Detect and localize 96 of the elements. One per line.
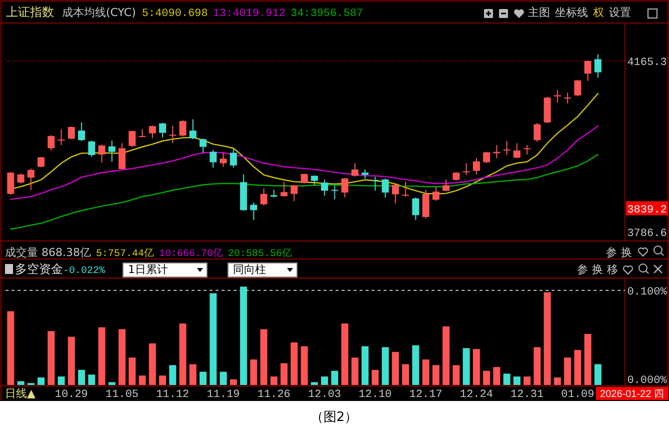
candlestick [574, 79, 582, 97]
candlestick [48, 134, 55, 151]
x-tick-label: 11.26 [257, 389, 290, 401]
text: 权 [592, 6, 604, 19]
candlestick [300, 173, 308, 184]
candlestick [17, 173, 24, 184]
text: 参 [606, 246, 617, 259]
candlestick [524, 144, 531, 156]
candlestick [88, 140, 96, 158]
candlestick [108, 140, 116, 162]
chart-title: 上证指数 [6, 5, 54, 19]
x-tick-label: 12.03 [308, 389, 342, 401]
x-tick-label: 12.17 [409, 389, 442, 401]
text: 13:4019.912 [212, 8, 286, 20]
candlestick [310, 174, 318, 186]
candlestick [513, 142, 520, 159]
candlestick [220, 152, 227, 168]
x-tick-label: 01.09 [561, 389, 594, 401]
text: 换 [621, 246, 632, 259]
x-tick-label: 11.12 [156, 389, 190, 401]
text: 日线▲ [5, 387, 36, 400]
text: 10:666.70亿 [159, 248, 224, 260]
candlestick [412, 197, 420, 221]
text: （图2） [310, 410, 358, 425]
candlestick [584, 60, 592, 82]
candlestick [230, 149, 237, 168]
candlestick [210, 150, 217, 168]
candlestick [462, 162, 470, 176]
line-series [10, 154, 599, 230]
candlestick [200, 138, 207, 154]
candlestick [422, 189, 430, 219]
x-tick-label: 12.10 [358, 389, 392, 401]
candlestick [372, 176, 379, 192]
text: 20:585.56亿 [228, 248, 292, 260]
x-tick-label: 11.05 [106, 389, 139, 401]
text: 坐标线 [555, 6, 588, 19]
candlestick [351, 162, 358, 178]
y-tick-label: 3786.6 [627, 228, 667, 240]
candlestick [189, 118, 196, 140]
line-series [10, 125, 599, 200]
candlestick [78, 122, 86, 142]
candlestick [392, 184, 399, 204]
text: 5:4090.698 [142, 8, 208, 20]
candlestick [534, 122, 541, 142]
text: 1日累计 [128, 263, 168, 276]
candlestick [594, 54, 602, 78]
candlestick [472, 158, 480, 175]
candlestick [7, 172, 14, 196]
y-tick-label: 0.100% [627, 286, 668, 298]
text: 主图 [528, 6, 550, 19]
text: 成交量 868.38亿 [5, 246, 91, 259]
candlestick [98, 144, 106, 164]
candlestick [250, 202, 258, 221]
candlestick [321, 178, 328, 196]
candlestick [290, 184, 298, 202]
candlestick [483, 151, 490, 164]
text: 移 [607, 263, 618, 276]
candlestick [118, 142, 126, 170]
candlestick [503, 140, 510, 156]
x-tick-label: 12.24 [460, 389, 494, 401]
candlestick [554, 89, 561, 104]
candlestick [432, 186, 440, 202]
text: -0.022% [63, 266, 106, 277]
candlestick [169, 125, 176, 144]
text: 34:3956.587 [290, 8, 364, 20]
text: 设置 [609, 6, 631, 19]
candlestick [564, 92, 572, 104]
y-tick-label: 3839.2 [627, 204, 667, 216]
y-tick-label: 4165.3 [627, 56, 667, 69]
candlestick [148, 125, 156, 139]
candlestick [341, 178, 348, 198]
candlestick [382, 178, 389, 198]
x-tick-label: 10.29 [54, 389, 88, 401]
text: 换 [592, 263, 603, 276]
candlestick [402, 181, 410, 198]
text: 同向柱 [233, 263, 266, 276]
candlestick [138, 128, 146, 138]
y-tick-label: 0.000% [627, 375, 668, 387]
candlestick [68, 126, 75, 140]
chart-title: 多空资金 [15, 262, 63, 276]
x-tick-label: 12.31 [510, 389, 544, 401]
candlestick [280, 182, 288, 198]
chart-subtitle: 成本均线(CYC) [62, 6, 136, 19]
candlestick [159, 122, 166, 138]
candlestick [128, 130, 136, 148]
text: 5:757.44亿 [96, 248, 154, 260]
x-tick-label: 11.19 [206, 389, 240, 401]
candlestick [442, 178, 450, 192]
text: 2026-01-22 四 [600, 389, 664, 400]
candlestick [58, 128, 65, 146]
candlestick [179, 120, 186, 137]
candlestick [260, 188, 268, 206]
candlestick [27, 168, 34, 190]
text: 参 [577, 263, 588, 276]
candlestick [331, 184, 338, 200]
candlestick [362, 168, 369, 180]
